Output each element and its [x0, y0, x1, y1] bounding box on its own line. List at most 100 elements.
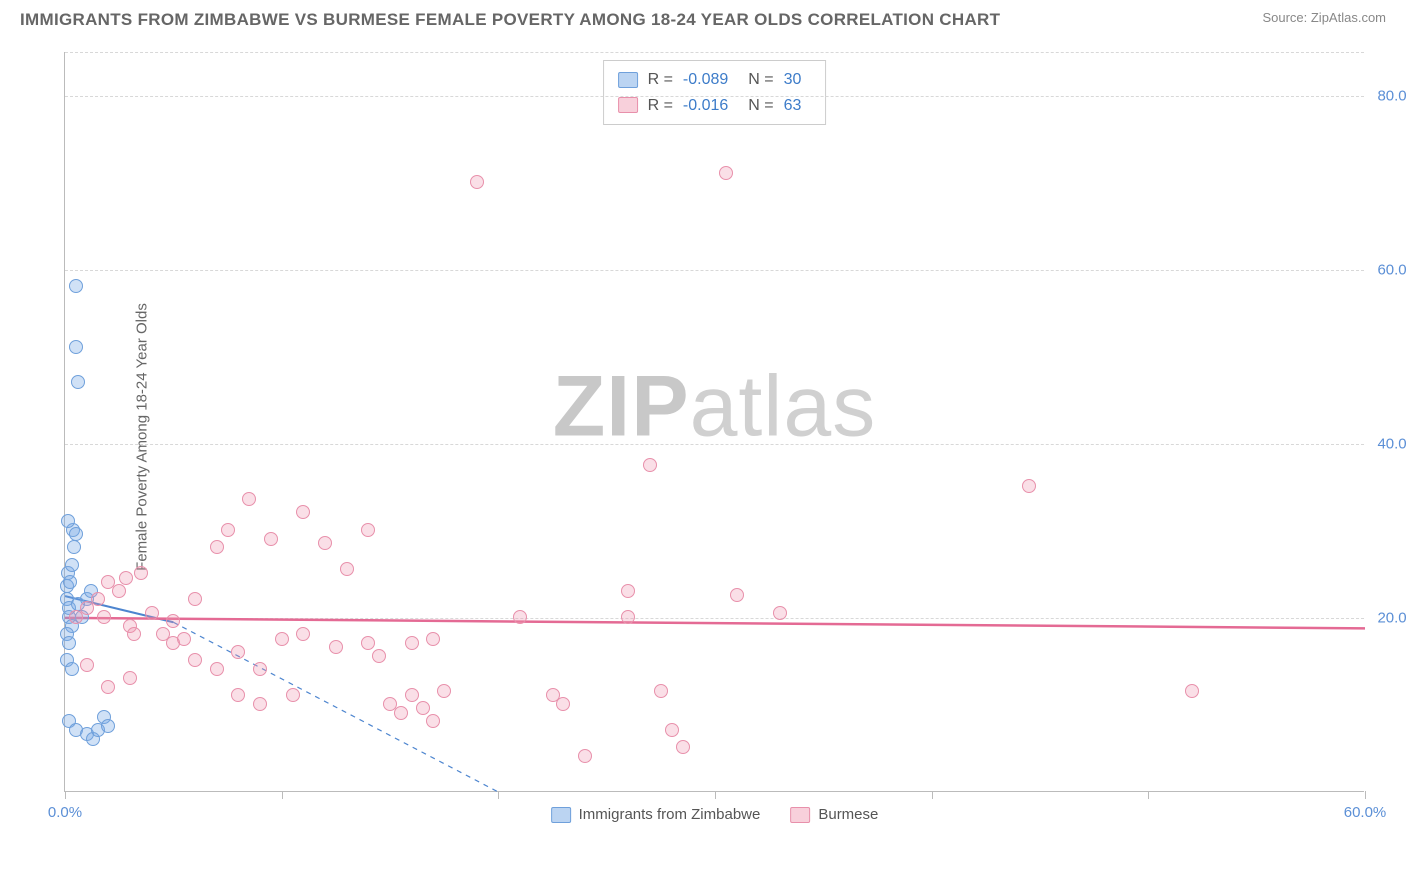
n-label: N = — [748, 67, 773, 93]
data-point-pink — [372, 649, 386, 663]
series-legend: Immigrants from Zimbabwe Burmese — [531, 806, 899, 823]
data-point-pink — [177, 632, 191, 646]
data-point-pink — [210, 540, 224, 554]
x-tick — [65, 791, 66, 799]
data-point-pink — [134, 566, 148, 580]
x-tick — [715, 791, 716, 799]
legend-item-burmese: Burmese — [790, 806, 878, 823]
data-point-pink — [242, 492, 256, 506]
y-tick-label: 40.0% — [1377, 435, 1406, 452]
correlation-legend: R = -0.089 N = 30 R = -0.016 N = 63 — [603, 60, 827, 125]
data-point-pink — [253, 697, 267, 711]
data-point-pink — [264, 532, 278, 546]
data-point-pink — [556, 697, 570, 711]
gridline-h — [65, 96, 1364, 97]
data-point-blue — [63, 575, 77, 589]
data-point-blue — [69, 340, 83, 354]
x-tick-label: 60.0% — [1344, 804, 1387, 821]
n-value-blue: 30 — [784, 67, 802, 93]
data-point-pink — [188, 653, 202, 667]
data-point-pink — [286, 688, 300, 702]
data-point-blue — [65, 662, 79, 676]
r-value-blue: -0.089 — [683, 67, 728, 93]
data-point-pink — [643, 458, 657, 472]
trend-lines — [65, 52, 1365, 792]
data-point-pink — [231, 645, 245, 659]
watermark-prefix: ZIP — [553, 358, 690, 454]
data-point-pink — [654, 684, 668, 698]
x-tick — [1365, 791, 1366, 799]
x-tick — [1148, 791, 1149, 799]
data-point-blue — [71, 375, 85, 389]
chart-title: IMMIGRANTS FROM ZIMBABWE VS BURMESE FEMA… — [20, 10, 1000, 30]
swatch-pink-icon — [618, 97, 638, 113]
y-tick-label: 60.0% — [1377, 261, 1406, 278]
data-point-pink — [296, 505, 310, 519]
data-point-pink — [318, 536, 332, 550]
y-tick-label: 20.0% — [1377, 609, 1406, 626]
data-point-pink — [329, 640, 343, 654]
data-point-pink — [437, 684, 451, 698]
chart-container: Female Poverty Among 18-24 Year Olds ZIP… — [18, 42, 1388, 832]
trend-line-pink — [65, 618, 1365, 628]
gridline-h — [65, 270, 1364, 271]
data-point-pink — [127, 627, 141, 641]
data-point-pink — [470, 175, 484, 189]
y-tick-label: 80.0% — [1377, 87, 1406, 104]
data-point-pink — [621, 610, 635, 624]
legend-label: Immigrants from Zimbabwe — [579, 806, 761, 823]
data-point-pink — [221, 523, 235, 537]
data-point-pink — [405, 636, 419, 650]
data-point-pink — [166, 614, 180, 628]
data-point-pink — [340, 562, 354, 576]
legend-label: Burmese — [818, 806, 878, 823]
data-point-pink — [361, 523, 375, 537]
data-point-pink — [1022, 479, 1036, 493]
x-tick — [498, 791, 499, 799]
plot-area: ZIPatlas R = -0.089 N = 30 R = -0.016 N … — [64, 52, 1364, 792]
data-point-pink — [394, 706, 408, 720]
data-point-blue — [101, 719, 115, 733]
chart-header: IMMIGRANTS FROM ZIMBABWE VS BURMESE FEMA… — [0, 0, 1406, 34]
data-point-pink — [231, 688, 245, 702]
data-point-pink — [730, 588, 744, 602]
swatch-blue-icon — [551, 807, 571, 823]
data-point-pink — [426, 714, 440, 728]
data-point-pink — [665, 723, 679, 737]
data-point-pink — [296, 627, 310, 641]
gridline-h — [65, 444, 1364, 445]
data-point-blue — [65, 558, 79, 572]
data-point-pink — [112, 584, 126, 598]
watermark-suffix: atlas — [690, 358, 877, 454]
data-point-pink — [145, 606, 159, 620]
data-point-pink — [513, 610, 527, 624]
data-point-pink — [119, 571, 133, 585]
x-tick-label: 0.0% — [48, 804, 82, 821]
data-point-pink — [253, 662, 267, 676]
watermark: ZIPatlas — [553, 357, 876, 456]
data-point-pink — [676, 740, 690, 754]
data-point-blue — [69, 527, 83, 541]
data-point-pink — [210, 662, 224, 676]
chart-source: Source: ZipAtlas.com — [1262, 10, 1386, 25]
data-point-pink — [97, 610, 111, 624]
data-point-blue — [62, 636, 76, 650]
data-point-pink — [405, 688, 419, 702]
x-tick — [282, 791, 283, 799]
data-point-pink — [578, 749, 592, 763]
data-point-pink — [416, 701, 430, 715]
data-point-blue — [69, 279, 83, 293]
data-point-pink — [91, 592, 105, 606]
data-point-pink — [426, 632, 440, 646]
legend-item-zimbabwe: Immigrants from Zimbabwe — [551, 806, 761, 823]
data-point-pink — [80, 658, 94, 672]
data-point-pink — [101, 680, 115, 694]
data-point-pink — [275, 632, 289, 646]
data-point-pink — [719, 166, 733, 180]
gridline-h — [65, 618, 1364, 619]
r-label: R = — [648, 67, 673, 93]
data-point-blue — [67, 540, 81, 554]
data-point-pink — [123, 671, 137, 685]
data-point-pink — [361, 636, 375, 650]
data-point-pink — [773, 606, 787, 620]
